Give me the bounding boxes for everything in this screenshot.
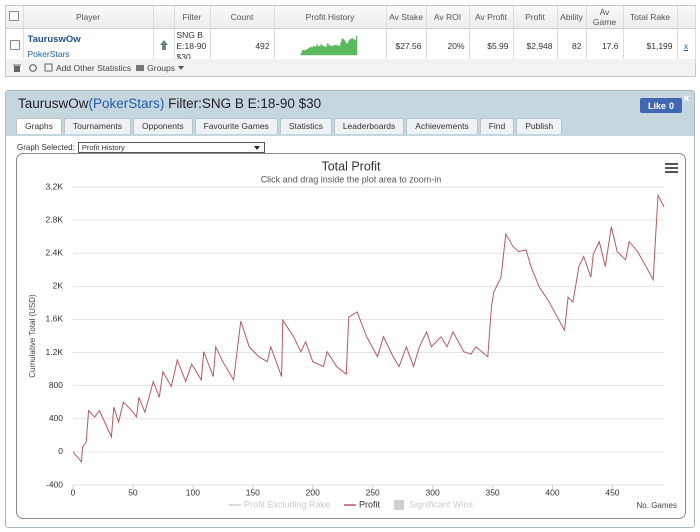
add-statistics-button[interactable]: Add Other Statistics [56,62,132,73]
graph-panel: TauruswOw(PokerStars) Filter:SNG B E:18-… [5,90,695,528]
title-site[interactable]: PokerStars [93,96,160,111]
header: Av ROI [426,6,470,29]
tab[interactable]: Find [479,118,515,134]
tab[interactable]: Leaderboards [333,118,405,134]
y-tick-label: 800 [49,380,63,390]
dropdown-arrow [178,65,184,70]
toolbar: Add Other Statistics Groups [6,59,695,76]
x-tick-label: 0 [71,487,76,497]
site-name[interactable]: PokerStars [27,48,70,59]
x-tick-label: 200 [306,487,320,497]
chart-title: Total Profit [321,159,381,173]
title-paren: ) [159,96,165,111]
y-axis-label: Cumulative Total (USD) [28,294,37,378]
x-tick-label: 350 [485,487,499,497]
header: Count [210,6,275,29]
y-tick-label: 2.4K [46,247,64,257]
refresh-icon[interactable] [28,63,38,73]
close-button[interactable]: × [683,93,690,105]
x-tick-label: 100 [186,487,200,497]
tab[interactable]: Opponents [133,118,193,134]
like-text: Like [647,100,666,111]
panel-title: TauruswOw(PokerStars) Filter:SNG B E:18-… [18,96,321,111]
add-icon [44,63,53,71]
profit-line [72,193,665,464]
tab[interactable]: Publish [516,118,563,134]
chart: Total Profit Click and drag inside the p… [28,159,678,510]
graph-select-value: Profit History [81,143,125,152]
header: Av Game [586,6,624,29]
header: Player [23,6,154,29]
groups-icon [136,64,145,71]
av-profit: $5.99 [469,28,514,64]
dropdown-arrow [253,146,260,150]
table: Player Filter Count Profit History Av St… [6,6,696,64]
tab[interactable]: Tournaments [63,118,132,134]
header: Av Stake [386,6,427,29]
title-player: TauruswOw [18,96,89,111]
x-tick-label: 450 [605,487,619,497]
title-paren: ( [88,96,94,111]
y-tick-label: 400 [49,413,63,423]
x-tick-label: 150 [246,487,260,497]
data-row: TauruswOw PokerStars SNG B E:18-90 $30 4… [6,28,696,64]
av-game: 17.6 [586,28,624,64]
x-tick-label: 400 [545,487,559,497]
y-tick-label: 1.2K [46,347,64,357]
like-button[interactable]: Like 0 [640,98,682,113]
chart-subtitle: Click and drag inside the plot area to z… [261,174,442,184]
y-tick-label: -400 [46,479,63,489]
title-filter: Filter:SNG B E:18-90 $30 [168,96,322,111]
legend-label: Profit [359,499,381,509]
header: Filter [174,6,211,29]
y-tick-label: 2.8K [46,214,64,224]
graph-selected-label: Graph Selected: [17,143,75,152]
player-name[interactable]: TauruswOw [27,33,81,45]
stats-table: Player Filter Count Profit History Av St… [5,5,696,77]
legend: Profit Excluding Rake Profit Significant W… [228,499,474,510]
header: Profit History [274,6,387,29]
x-tick-label: 50 [128,487,138,497]
x-tick-label: 250 [366,487,380,497]
header: Profit [513,6,558,29]
tab-bar: Graphs Tournaments Opponents Favourite Game… [16,118,563,134]
total-rake: $1,199 [623,28,678,64]
tab[interactable]: Statistics [279,118,332,134]
graph-select[interactable]: Profit History [77,142,265,153]
menu-button[interactable] [665,163,678,173]
header-row: Player Filter Count Profit History Av St… [6,6,696,29]
panel-header: TauruswOw(PokerStars) Filter:SNG B E:18-… [6,91,694,136]
checkbox[interactable] [10,40,20,50]
x-tick-label: 300 [426,487,440,497]
player-icon [159,40,168,50]
legend-symbol [394,500,405,510]
tab[interactable]: Favourite Games [194,118,278,134]
graph-selector: Graph Selected: Profit History [17,142,265,153]
av-stake: $27.56 [386,28,427,64]
y-tick-label: 1.6K [46,314,64,324]
sparkline [300,34,358,56]
x-axis-label: No. Games [637,501,677,510]
legend-label: Profit Excluding Rake [244,499,330,509]
checkbox[interactable] [9,11,20,21]
groups-button[interactable]: Groups [147,62,175,73]
header: Ability [557,6,587,29]
chart-container: Total Profit Click and drag inside the p… [16,153,686,519]
y-tick-label: 0 [58,446,63,456]
legend-label: Significant Wins [409,499,474,509]
like-count: 0 [669,100,675,111]
y-tick-label: 2K [53,281,64,291]
sparkline-area [300,34,358,56]
delete-icon[interactable] [12,63,22,73]
ability: 82 [557,28,587,64]
y-tick-label: 3.2K [46,181,64,191]
tab[interactable]: Achievements [406,118,478,134]
header: Total Rake [623,6,678,29]
header: Av Profit [469,6,514,29]
tab[interactable]: Graphs [16,118,62,134]
